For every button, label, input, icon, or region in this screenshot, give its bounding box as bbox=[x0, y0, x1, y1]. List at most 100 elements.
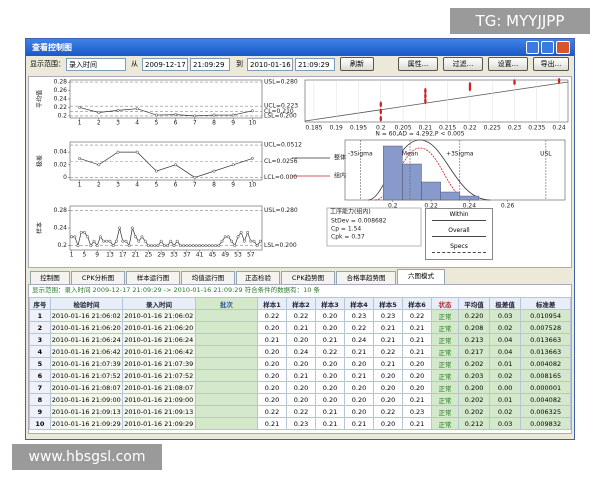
entry-time: 2010-01-16 21:07:39 bbox=[122, 357, 196, 370]
table-row[interactable]: 3 2010-01-16 21:06:24 2010-01-16 21:06:24 0… bbox=[29, 333, 571, 346]
data-point bbox=[174, 113, 178, 117]
data-point bbox=[162, 244, 166, 248]
tab[interactable]: 六图模式 bbox=[397, 269, 445, 284]
data-point bbox=[169, 239, 173, 243]
inspect-time: 2010-01-16 21:08:07 bbox=[49, 381, 124, 394]
toolbar-button[interactable]: 导出... bbox=[533, 57, 569, 71]
table-row[interactable]: 6 2010-01-16 21:07:52 2010-01-16 21:07:52 0… bbox=[29, 369, 571, 382]
window-title: 查看控制图 bbox=[32, 43, 72, 52]
sample-value: 0.20 bbox=[256, 321, 288, 334]
sample-value: 0.21 bbox=[373, 333, 404, 346]
from-time[interactable]: 21:09:29 bbox=[190, 58, 230, 71]
sample-value: 0.23 bbox=[344, 309, 375, 322]
to-time[interactable]: 21:09:29 bbox=[295, 58, 335, 71]
inspect-time: 2010-01-16 21:09:13 bbox=[49, 405, 124, 418]
x-tick-label: 0.24 bbox=[552, 125, 566, 132]
table-row[interactable]: 2 2010-01-16 21:06:20 2010-01-16 21:06:20 0… bbox=[29, 321, 571, 334]
limit-label: UCL=0.223 bbox=[264, 103, 298, 110]
data-point bbox=[246, 230, 250, 234]
toolbar-button[interactable]: 属性... bbox=[398, 57, 438, 71]
status: 正常 bbox=[431, 405, 460, 418]
y-tick-label: 0.2 bbox=[57, 112, 67, 119]
column-header: 样本4 bbox=[344, 297, 375, 310]
stdev: 0.000001 bbox=[520, 381, 571, 394]
data-point bbox=[207, 244, 211, 248]
row-number: 3 bbox=[29, 333, 51, 346]
legend-label: 整体 bbox=[334, 154, 346, 162]
column-header: 检验时间 bbox=[49, 297, 124, 310]
x-tick-label: 10 bbox=[249, 182, 257, 189]
entry-time: 2010-01-16 21:08:07 bbox=[122, 381, 196, 394]
maximize-button[interactable] bbox=[541, 41, 554, 54]
sample-value: 0.20 bbox=[402, 381, 433, 394]
axis-label: 平均值 bbox=[36, 90, 44, 108]
range-select[interactable]: 录入时间 bbox=[66, 58, 126, 71]
entry-time: 2010-01-16 21:09:00 bbox=[122, 393, 196, 406]
x-tick-label: 2 bbox=[97, 182, 101, 189]
table-row[interactable]: 8 2010-01-16 21:09:00 2010-01-16 21:09:00 0… bbox=[29, 393, 571, 406]
x-tick-label: 0.21 bbox=[419, 125, 433, 132]
table-row[interactable]: 1 2010-01-16 21:06:02 2010-01-16 21:06:02 0… bbox=[29, 309, 571, 322]
data-point bbox=[223, 235, 227, 239]
mean: 0.217 bbox=[458, 345, 491, 358]
status: 正常 bbox=[431, 345, 460, 358]
marker-label: USL bbox=[540, 151, 552, 158]
x-tick-label: 8 bbox=[212, 182, 216, 189]
to-date[interactable]: 2010-01-16 bbox=[247, 58, 293, 71]
data-table: 序号 检验时间 录入时间 批次 样本1 样本2 样本3 样本4 样本5 样本6 状态 平均值 极差值 标准… bbox=[29, 297, 571, 430]
capability-line: Cp = 1.54 bbox=[331, 226, 361, 233]
batch bbox=[194, 369, 258, 382]
probability-point bbox=[557, 77, 561, 84]
data-point bbox=[146, 244, 150, 248]
toolbar-button[interactable]: 刷新 bbox=[340, 57, 374, 71]
row-number: 1 bbox=[29, 309, 51, 322]
status: 正常 bbox=[431, 393, 460, 406]
stdev: 0.013663 bbox=[520, 333, 571, 346]
tab[interactable]: CPK分析图 bbox=[71, 271, 125, 284]
table-row[interactable]: 9 2010-01-16 21:09:13 2010-01-16 21:09:13 0… bbox=[29, 405, 571, 418]
tab[interactable]: 控制图 bbox=[30, 271, 70, 284]
sample-value: 0.20 bbox=[344, 405, 375, 418]
status: 正常 bbox=[431, 357, 460, 370]
range: 0.03 bbox=[489, 309, 522, 322]
tab[interactable]: 合格率趋势图 bbox=[336, 271, 396, 284]
toolbar-button[interactable]: 设置... bbox=[488, 57, 528, 71]
spec-legend-line bbox=[432, 236, 486, 237]
sample-value: 0.21 bbox=[402, 333, 433, 346]
sample-value: 0.21 bbox=[344, 417, 375, 430]
table-row[interactable]: 7 2010-01-16 21:08:07 2010-01-16 21:08:07 0… bbox=[29, 381, 571, 394]
marker-label: -3Sigma bbox=[348, 151, 373, 158]
data-point bbox=[159, 239, 163, 243]
entry-time: 2010-01-16 21:09:13 bbox=[122, 405, 196, 418]
sample-value: 0.20 bbox=[285, 393, 317, 406]
sample-value: 0.20 bbox=[256, 369, 288, 382]
toolbar-button[interactable]: 过滤... bbox=[443, 57, 483, 71]
from-date[interactable]: 2009-12-17 bbox=[142, 58, 188, 71]
tab[interactable]: 正态检验 bbox=[236, 271, 280, 284]
y-tick-label: 0.28 bbox=[54, 79, 68, 86]
data-point bbox=[156, 244, 160, 248]
table-row[interactable]: 5 2010-01-16 21:07:39 2010-01-16 21:07:39 0… bbox=[29, 357, 571, 370]
tab[interactable]: 均值运行图 bbox=[181, 271, 235, 284]
status: 正常 bbox=[431, 381, 460, 394]
minimize-button[interactable] bbox=[526, 41, 539, 54]
x-tick-label: 10 bbox=[249, 120, 257, 127]
range: 0.04 bbox=[489, 333, 522, 346]
data-point bbox=[231, 163, 235, 167]
sample-value: 0.21 bbox=[344, 345, 375, 358]
range-label: 显示范围： bbox=[30, 60, 65, 68]
sample-value: 0.23 bbox=[285, 417, 317, 430]
data-point bbox=[214, 244, 218, 248]
sample-value: 0.22 bbox=[285, 309, 317, 322]
data-point bbox=[242, 239, 246, 243]
x-tick-label: 7 bbox=[193, 182, 197, 189]
spec-legend-line bbox=[432, 220, 486, 221]
tab[interactable]: CPK趋势图 bbox=[281, 271, 335, 284]
tab[interactable]: 样本运行图 bbox=[126, 271, 180, 284]
plot-frame bbox=[344, 139, 566, 201]
column-header: 状态 bbox=[431, 297, 460, 310]
table-row[interactable]: 10 2010-01-16 21:09:29 2010-01-16 21:09:29… bbox=[29, 417, 571, 430]
table-row[interactable]: 4 2010-01-16 21:06:42 2010-01-16 21:06:42 0… bbox=[29, 345, 571, 358]
close-button[interactable] bbox=[556, 41, 570, 54]
